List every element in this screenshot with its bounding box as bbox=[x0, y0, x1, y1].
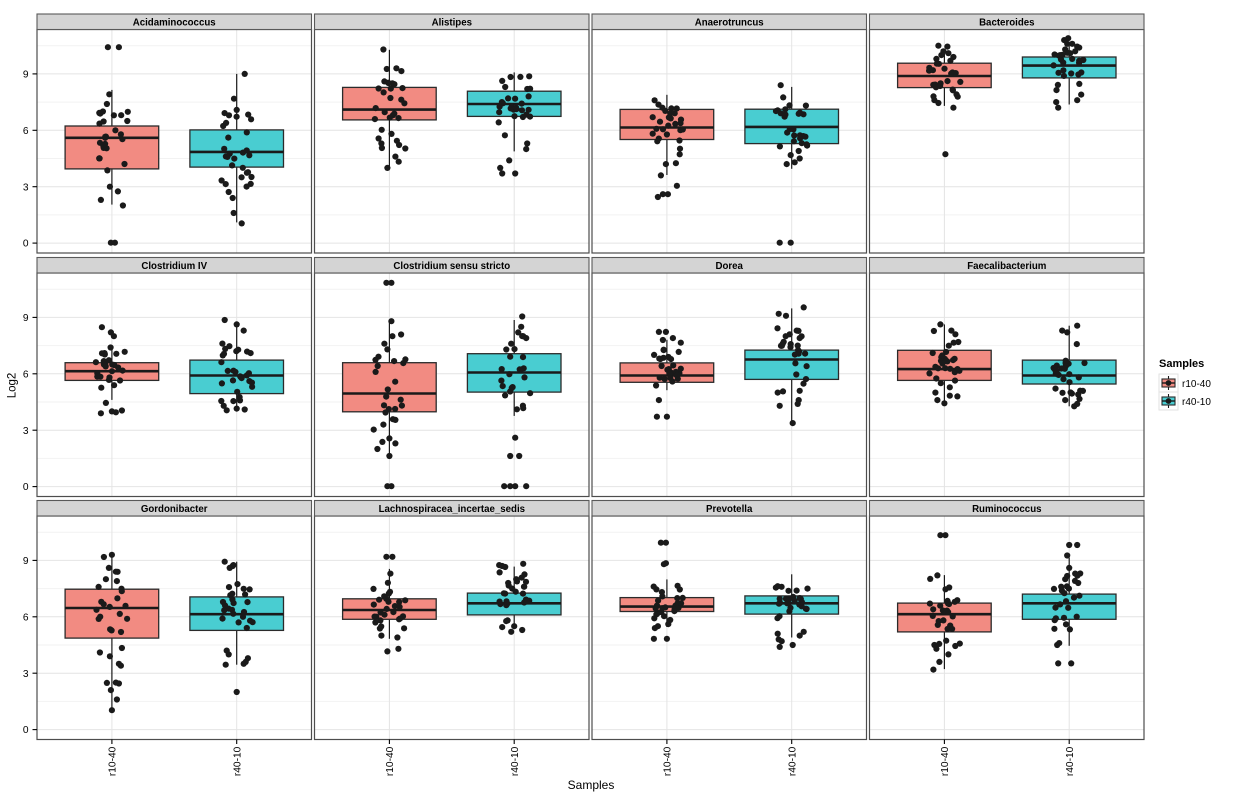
svg-text:Log2: Log2 bbox=[7, 373, 19, 399]
svg-text:6: 6 bbox=[23, 369, 29, 380]
svg-text:r40-10: r40-10 bbox=[1065, 746, 1076, 776]
svg-text:Faecalibacterium: Faecalibacterium bbox=[967, 261, 1047, 272]
svg-text:Acidaminococcus: Acidaminococcus bbox=[133, 17, 216, 28]
svg-text:r40-10: r40-10 bbox=[510, 746, 521, 776]
svg-text:3: 3 bbox=[23, 426, 29, 437]
svg-text:6: 6 bbox=[23, 612, 29, 623]
svg-text:0: 0 bbox=[23, 239, 29, 250]
svg-text:r10-40: r10-40 bbox=[108, 746, 119, 776]
svg-text:3: 3 bbox=[23, 669, 29, 680]
svg-text:3: 3 bbox=[23, 182, 29, 193]
svg-text:r10-40: r10-40 bbox=[385, 746, 396, 776]
svg-text:Prevotella: Prevotella bbox=[706, 504, 753, 515]
svg-text:r10-40: r10-40 bbox=[1182, 379, 1211, 390]
svg-text:r40-10: r40-10 bbox=[232, 746, 243, 776]
svg-text:9: 9 bbox=[23, 313, 29, 324]
svg-text:0: 0 bbox=[23, 725, 29, 736]
svg-text:Gordonibacter: Gordonibacter bbox=[141, 504, 208, 515]
svg-text:r10-40: r10-40 bbox=[663, 746, 674, 776]
svg-text:6: 6 bbox=[23, 126, 29, 137]
svg-text:9: 9 bbox=[23, 556, 29, 567]
svg-text:r10-40: r10-40 bbox=[940, 746, 951, 776]
svg-text:Clostridium sensu stricto: Clostridium sensu stricto bbox=[393, 261, 510, 272]
svg-text:Anaerotruncus: Anaerotruncus bbox=[695, 17, 764, 28]
svg-text:0: 0 bbox=[23, 482, 29, 493]
svg-text:9: 9 bbox=[23, 70, 29, 81]
svg-text:Lachnospiracea_incertae_sedis: Lachnospiracea_incertae_sedis bbox=[379, 504, 525, 515]
svg-text:Clostridium IV: Clostridium IV bbox=[141, 261, 207, 272]
svg-text:Samples: Samples bbox=[1159, 358, 1204, 370]
svg-text:Dorea: Dorea bbox=[715, 261, 743, 272]
svg-text:Ruminococcus: Ruminococcus bbox=[972, 504, 1041, 515]
svg-text:r40-10: r40-10 bbox=[787, 746, 798, 776]
svg-text:Alistipes: Alistipes bbox=[432, 17, 472, 28]
svg-text:r40-10: r40-10 bbox=[1182, 397, 1211, 408]
svg-text:Samples: Samples bbox=[568, 778, 615, 792]
svg-text:Bacteroides: Bacteroides bbox=[979, 17, 1034, 28]
